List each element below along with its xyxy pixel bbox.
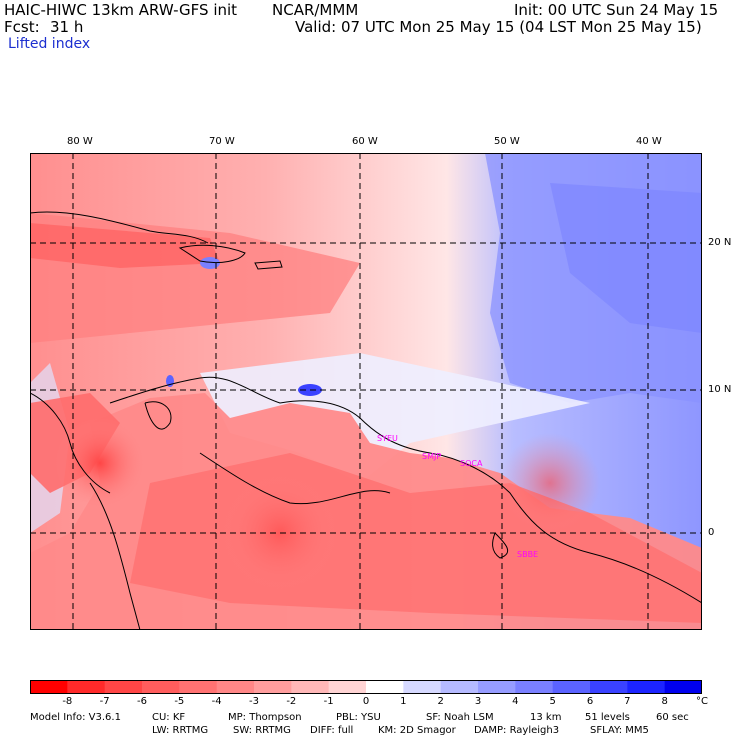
lon-label-60w: 60 W bbox=[352, 136, 378, 147]
border-venezuela-brazil bbox=[199, 452, 391, 505]
footer-resolution: 13 km bbox=[530, 712, 562, 723]
colorbar-tick-label: 5 bbox=[549, 696, 556, 707]
colorbar-swatch bbox=[440, 680, 479, 694]
colorbar bbox=[30, 680, 702, 694]
stable-spot-hispaniola bbox=[200, 257, 220, 269]
warm-spot-colombia bbox=[55, 418, 145, 508]
antilles-warm bbox=[30, 223, 220, 268]
colorbar-swatch bbox=[67, 680, 106, 694]
colorbar-tick-label: -3 bbox=[249, 696, 259, 707]
footer-km: KM: 2D Smagor bbox=[378, 725, 456, 736]
lon-label-70w: 70 W bbox=[209, 136, 235, 147]
footer-damp: DAMP: Rayleigh3 bbox=[474, 725, 560, 736]
lat-label-equator: 0 bbox=[708, 527, 715, 538]
footer-mp: MP: Thompson bbox=[228, 712, 302, 723]
colorbar-unit: °C bbox=[696, 696, 708, 707]
colorbar-swatch bbox=[366, 680, 404, 694]
field-name: Lifted index bbox=[8, 36, 91, 52]
colorbar-swatch bbox=[478, 680, 516, 694]
lon-label-80w: 80 W bbox=[67, 136, 93, 147]
coastline-lake-maracaibo bbox=[144, 401, 172, 430]
border-andes bbox=[89, 482, 141, 630]
lifted-index-map: SYEU SMJP SOCA SBBE bbox=[30, 153, 702, 630]
footer-diff: DIFF: full bbox=[310, 725, 354, 736]
colorbar-swatch bbox=[179, 680, 218, 694]
coastline-central-america bbox=[30, 392, 111, 494]
warm-spot-guiana bbox=[500, 433, 600, 533]
valid-time: Valid: 07 UTC Mon 25 May 15 (04 LST Mon … bbox=[295, 18, 702, 36]
lat-label-20n: 20 N bbox=[708, 237, 732, 248]
colorbar-tick-label: -2 bbox=[286, 696, 297, 707]
footer-pbl: PBL: YSU bbox=[336, 712, 381, 723]
colorbar-tick-label: 2 bbox=[437, 696, 444, 707]
stable-region-core bbox=[550, 183, 702, 333]
footer-levels: 51 levels bbox=[585, 712, 630, 723]
colorbar-swatch bbox=[30, 680, 68, 694]
map-frame bbox=[30, 153, 702, 630]
footer-sf: SF: Noah LSM bbox=[426, 712, 494, 723]
colorbar-frame bbox=[30, 680, 702, 694]
footer-model-info: Model Info: V3.6.1 bbox=[30, 712, 121, 723]
colorbar-tick-label: 4 bbox=[512, 696, 519, 707]
forecast-label: Fcst: bbox=[4, 18, 40, 36]
colorbar-swatch bbox=[328, 680, 367, 694]
colorbar-tick-label: 6 bbox=[586, 696, 594, 707]
model-title: HAIC-HIWC 13km ARW-GFS init bbox=[4, 1, 238, 19]
colorbar-tick-label: 7 bbox=[624, 696, 631, 707]
colorbar-tick-label: -5 bbox=[174, 696, 185, 707]
colorbar-tick-label: 3 bbox=[474, 696, 482, 707]
init-time: Init: 00 UTC Sun 24 May 15 bbox=[514, 1, 719, 19]
colorbar-swatch bbox=[403, 680, 442, 694]
station-syeu: SYEU bbox=[377, 434, 398, 443]
colorbar-swatch bbox=[104, 680, 143, 694]
footer-cu: CU: KF bbox=[152, 712, 186, 723]
lat-label-10n: 10 N bbox=[708, 384, 732, 395]
footer-timestep: 60 sec bbox=[656, 712, 689, 723]
colorbar-swatch bbox=[291, 680, 330, 694]
footer-sw: SW: RRTMG bbox=[233, 725, 291, 736]
colorbar-tick-label: -1 bbox=[323, 696, 334, 707]
footer-lw: LW: RRTMG bbox=[152, 725, 209, 736]
coastline-cuba bbox=[30, 211, 209, 244]
station-sbbe: SBBE bbox=[517, 550, 538, 559]
coastline-hispaniola bbox=[178, 244, 246, 264]
colorbar-tick-label: -6 bbox=[137, 696, 147, 707]
coastline-puerto-rico bbox=[254, 260, 283, 270]
forecast-hours: 31 h bbox=[50, 18, 84, 36]
colorbar-tick-label: 1 bbox=[400, 696, 407, 707]
colorbar-swatch bbox=[664, 680, 702, 694]
colorbar-swatch bbox=[627, 680, 666, 694]
coastline-amazon-mouth bbox=[492, 532, 509, 559]
colorbar-swatch bbox=[142, 680, 180, 694]
colorbar-tick-label: -8 bbox=[62, 696, 73, 707]
station-soca: SOCA bbox=[460, 459, 483, 468]
lon-label-50w: 50 W bbox=[494, 136, 520, 147]
station-smjp: SMJP bbox=[422, 452, 441, 461]
colorbar-swatch bbox=[552, 680, 591, 694]
colorbar-swatch bbox=[515, 680, 554, 694]
footer-sflay: SFLAY: MM5 bbox=[590, 725, 649, 736]
org-label: NCAR/MMM bbox=[272, 1, 359, 19]
lon-label-40w: 40 W bbox=[636, 136, 662, 147]
colorbar-tick-label: 0 bbox=[362, 696, 370, 707]
colorbar-swatch bbox=[216, 680, 255, 694]
coastline-south-america-north bbox=[109, 376, 702, 604]
colorbar-tick-label: -4 bbox=[211, 696, 222, 707]
colorbar-swatch bbox=[254, 680, 292, 694]
colorbar-swatch bbox=[590, 680, 628, 694]
colorbar-tick-label: 8 bbox=[661, 696, 668, 707]
colorbar-tick-label: -7 bbox=[99, 696, 110, 707]
